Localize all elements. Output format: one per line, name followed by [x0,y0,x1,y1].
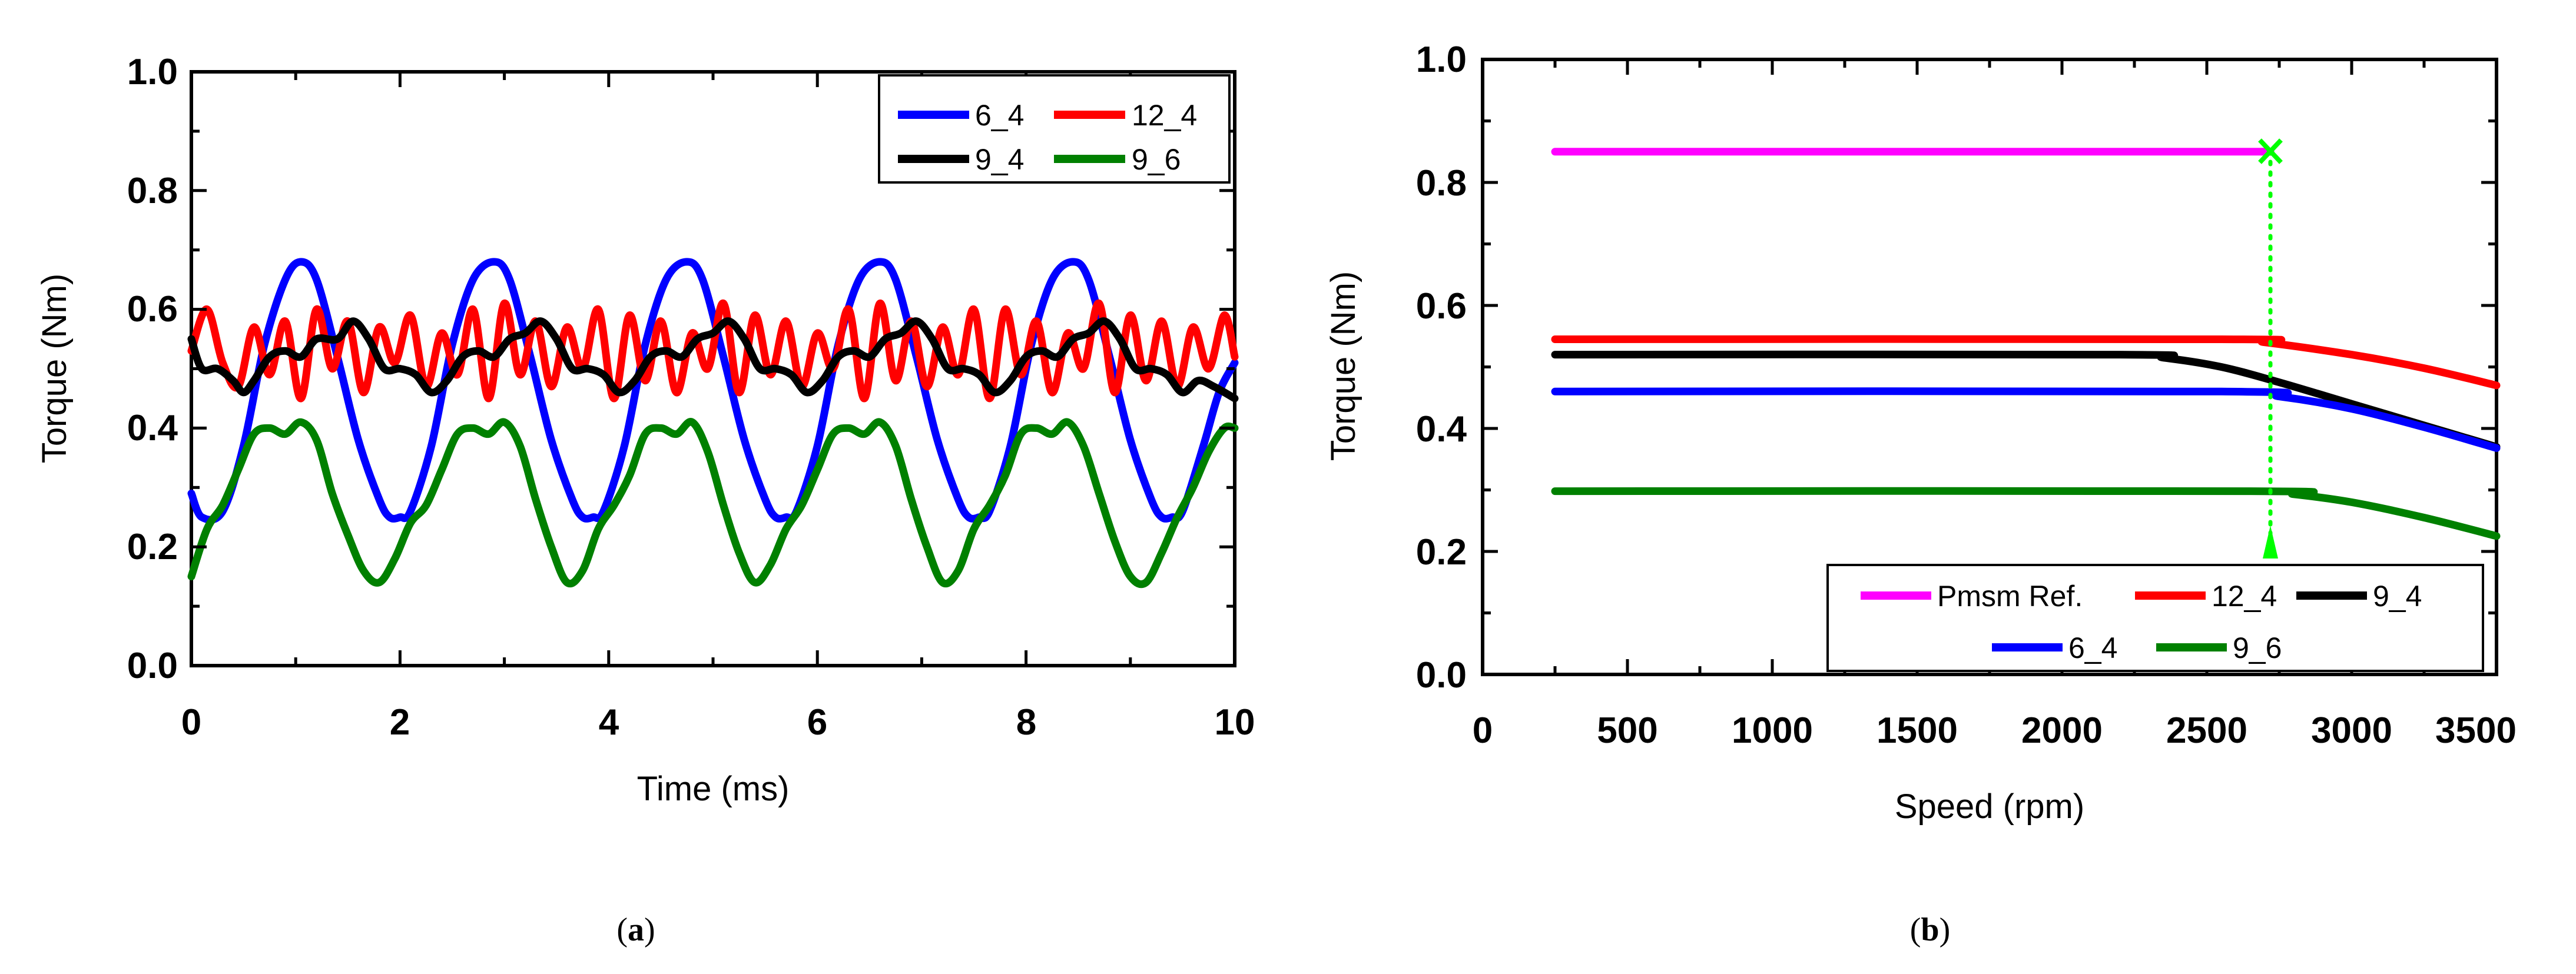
chart-a-x-axis-title: Time (ms) [637,770,790,808]
chart-b-legend-box [1826,564,2484,672]
chart-a-y-tick-label: 0.2 [127,527,178,567]
chart-a-legend-label: 9_6 [1132,143,1181,176]
chart-b-legend-label: 12_4 [2212,580,2277,613]
chart-a-y-tick-label: 0.0 [127,646,178,686]
chart-b-legend-label: 6_4 [2068,631,2117,664]
series-line-6-4 [187,258,1239,524]
chart-b-x-tick-label: 1000 [1732,710,1813,751]
chart-a-x-tick-label: 6 [807,702,827,743]
chart-b-y-tick-label: 0.0 [1416,655,1467,696]
chart-b-y-tick-label: 1.0 [1416,39,1467,80]
chart-a-legend-label: 9_4 [975,143,1024,176]
chart-b-x-tick-label: 2000 [2021,710,2103,751]
chart-b-annotation-arrow [2258,138,2283,559]
chart-b-series-layer [1551,148,2501,540]
series-line-9-4 [1551,350,2501,451]
chart-a-legend: 6_4 12_4 9_4 9_6 [878,74,1231,184]
series-line-9-4 [187,317,1239,403]
chart-b-y-axis-title: Torque (Nm) [1324,271,1362,461]
chart-a-x-tick-label: 0 [181,702,201,743]
chart-b-x-tick-label: 500 [1597,710,1657,751]
chart-b-x-tick-label: 1500 [1877,710,1958,751]
chart-a-legend-box [878,74,1231,184]
chart-b-y-tick-label: 0.4 [1416,409,1467,450]
chart-b-legend-label: 9_4 [2373,580,2422,613]
chart-b-x-tick-label: 3000 [2311,710,2392,751]
chart-b-caption-letter: b [1921,912,1939,948]
chart-a-caption: (a) [616,912,655,948]
chart-b-annotation-arrowhead-bottom [2263,526,2278,559]
chart-b-y-tick-label: 0.6 [1416,286,1467,327]
chart-a-ticks [190,70,1236,667]
chart-a-x-tick-label: 4 [599,702,619,743]
chart-b-legend-label: 9_6 [2233,631,2282,664]
chart-b-x-tick-label: 2500 [2166,710,2247,751]
chart-a-y-axis-title: Torque (Nm) [35,274,74,463]
chart-b-annotation-arrowhead-top [2258,138,2283,164]
series-line-9-6 [187,418,1239,589]
chart-a-legend-label: 6_4 [975,99,1024,132]
chart-b-caption: (b) [1910,912,1950,948]
chart-a-caption-letter: a [628,912,644,948]
chart-b-y-tick-label: 0.2 [1416,532,1467,573]
chart-a-x-tick-label: 10 [1215,702,1255,743]
chart-b-x-tick-label: 0 [1473,710,1493,751]
series-line-9-6 [1551,487,2501,540]
chart-b-x-tick-label: 3500 [2435,710,2517,751]
chart-b-x-axis-title: Speed (rpm) [1895,787,2084,826]
chart-b-legend-label: Pmsm Ref. [1937,580,2083,613]
chart-a-y-tick-label: 0.4 [127,408,178,448]
chart-a: 0.0 0.2 0.4 0.6 0.8 1.0 0 2 4 6 8 10 Tim… [35,52,1255,948]
chart-a-legend-label: 12_4 [1132,99,1197,132]
chart-b-y-tick-label: 0.8 [1416,163,1467,204]
series-line-6-4 [1551,387,2501,452]
chart-a-series-layer [187,258,1239,589]
chart-a-x-tick-label: 2 [390,702,410,743]
chart-a-y-tick-label: 0.6 [127,289,178,330]
chart-a-x-tick-label: 8 [1016,702,1036,743]
chart-a-y-tick-label: 1.0 [127,52,178,92]
series-line-12-4 [1551,335,2501,390]
chart-a-y-tick-label: 0.8 [127,171,178,211]
chart-b-legend: Pmsm Ref. 12_4 9_4 6_4 9_6 [1826,564,2484,672]
chart-b: 0.0 0.2 0.4 0.6 0.8 1.0 0 500 1000 1500 … [1324,39,2517,948]
